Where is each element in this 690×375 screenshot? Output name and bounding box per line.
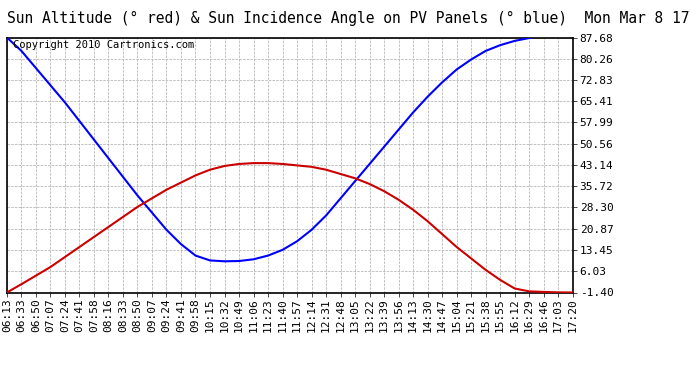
Text: Sun Altitude (° red) & Sun Incidence Angle on PV Panels (° blue)  Mon Mar 8 17:4: Sun Altitude (° red) & Sun Incidence Ang… (7, 11, 690, 26)
Text: Copyright 2010 Cartronics.com: Copyright 2010 Cartronics.com (12, 40, 194, 50)
